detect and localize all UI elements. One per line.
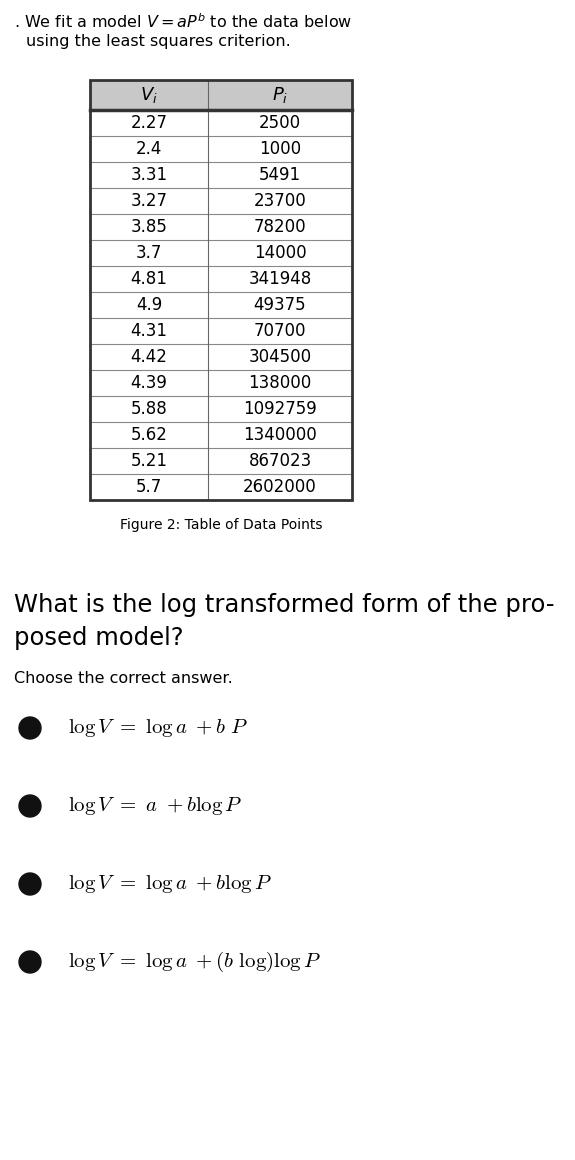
Text: 49375: 49375: [254, 296, 306, 314]
Text: $V_i$: $V_i$: [140, 85, 158, 106]
Text: 2.4: 2.4: [136, 140, 162, 158]
Text: $\log V \ = \ \log a \ + (b \ \log) \log P$: $\log V \ = \ \log a \ + (b \ \log) \log…: [68, 950, 321, 974]
Circle shape: [19, 873, 41, 896]
Text: 2602000: 2602000: [243, 478, 317, 496]
Text: 4.31: 4.31: [131, 322, 167, 340]
Bar: [90, 80, 352, 500]
Text: 5.62: 5.62: [131, 426, 167, 444]
Text: 4.81: 4.81: [131, 270, 167, 288]
Text: 3.27: 3.27: [131, 193, 167, 210]
Text: 1000: 1000: [259, 140, 301, 158]
Text: 3.85: 3.85: [131, 218, 167, 235]
Circle shape: [19, 951, 41, 973]
Text: 138000: 138000: [248, 374, 312, 392]
Text: Choose the correct answer.: Choose the correct answer.: [14, 670, 233, 686]
Bar: [90, 80, 352, 110]
Text: 70700: 70700: [254, 322, 306, 340]
Text: 4.9: 4.9: [136, 296, 162, 314]
Text: 4.39: 4.39: [131, 374, 167, 392]
Text: Figure 2: Table of Data Points: Figure 2: Table of Data Points: [120, 519, 322, 532]
Text: posed model?: posed model?: [14, 626, 183, 650]
Text: 341948: 341948: [248, 270, 312, 288]
Text: 1340000: 1340000: [243, 426, 317, 444]
Text: 5.21: 5.21: [131, 452, 167, 470]
Text: 2.27: 2.27: [131, 114, 167, 132]
Text: 867023: 867023: [248, 452, 312, 470]
Text: 2500: 2500: [259, 114, 301, 132]
Text: $\log V \ = \ a \ + b \log P$: $\log V \ = \ a \ + b \log P$: [68, 795, 242, 817]
Text: 5.7: 5.7: [136, 478, 162, 496]
Text: 23700: 23700: [254, 193, 306, 210]
Text: 1092759: 1092759: [243, 400, 317, 418]
Text: 14000: 14000: [254, 244, 306, 262]
Text: $\log V \ = \ \log a \ + b \log P$: $\log V \ = \ \log a \ + b \log P$: [68, 873, 272, 896]
Circle shape: [19, 795, 41, 817]
Text: What is the log transformed form of the pro-: What is the log transformed form of the …: [14, 593, 554, 617]
Text: $P_i$: $P_i$: [272, 85, 288, 106]
Text: . We fit a model $V = aP^b$ to the data below: . We fit a model $V = aP^b$ to the data …: [14, 12, 352, 30]
Text: 78200: 78200: [254, 218, 306, 235]
Circle shape: [19, 717, 41, 739]
Text: 5.88: 5.88: [131, 400, 167, 418]
Text: 3.31: 3.31: [131, 166, 167, 184]
Text: 5491: 5491: [259, 166, 301, 184]
Text: 4.42: 4.42: [131, 348, 167, 367]
Text: 3.7: 3.7: [136, 244, 162, 262]
Text: using the least squares criterion.: using the least squares criterion.: [26, 34, 291, 49]
Text: $\log V \ = \ \log a \ + b \ P$: $\log V \ = \ \log a \ + b \ P$: [68, 717, 248, 739]
Text: 304500: 304500: [248, 348, 312, 367]
